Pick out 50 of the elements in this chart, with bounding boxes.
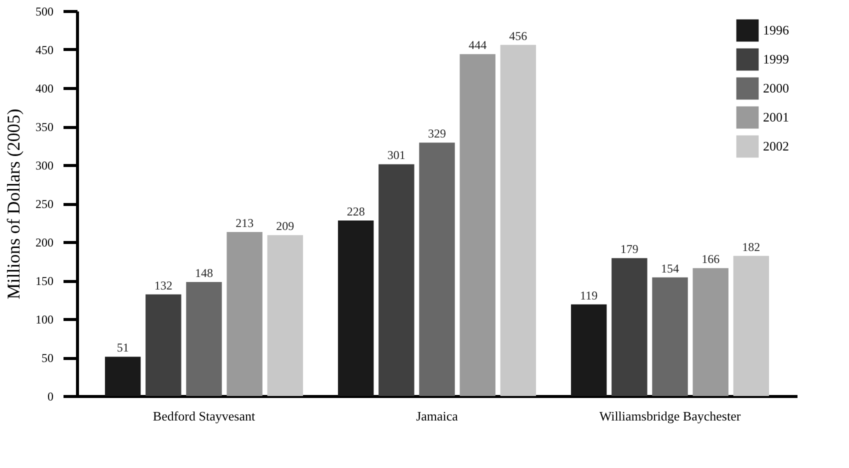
bar [186,282,222,396]
y-axis-title: Millions of Dollars (2005) [4,108,24,300]
legend-label: 2001 [763,110,789,124]
y-tick-label: 450 [36,43,54,57]
y-tick-label: 0 [48,390,54,404]
bar [733,256,770,396]
data-label: 444 [468,38,487,52]
data-label: 179 [620,242,638,256]
bar [267,235,304,396]
bar [338,220,374,396]
y-tick-label: 100 [36,312,54,326]
legend-label: 2002 [763,138,789,154]
data-label: 329 [428,126,446,141]
bar [378,164,414,396]
data-label: 209 [276,219,294,234]
legend-label: 2000 [763,80,789,96]
y-tick-label: 300 [36,158,54,172]
x-tick-label: Williamsbridge Baychester [599,408,742,424]
x-tick-label: Bedford Stayvesant [152,408,256,424]
bar [692,268,728,396]
bar [460,54,496,396]
y-tick-label: 400 [36,82,54,96]
y-tick-label: 50 [42,351,54,365]
legend-label: 1999 [763,52,789,66]
data-label: 119 [580,288,598,302]
x-tick-label: Jamaica [416,408,458,424]
bar [104,356,141,396]
data-label: 301 [387,148,406,162]
data-label: 166 [702,252,720,266]
data-label: 213 [236,216,254,230]
data-label: 154 [661,261,680,276]
data-label: 51 [116,340,129,355]
data-label: 132 [154,278,172,292]
data-label: 148 [194,266,213,280]
y-tick-label: 350 [36,120,54,134]
y-tick-label: 200 [36,236,54,250]
y-tick-label: 500 [36,4,54,18]
bar [500,44,536,396]
bar [570,304,607,396]
bar [146,294,182,396]
y-tick-label: 250 [36,197,54,211]
data-label: 456 [509,28,528,43]
data-label: 228 [346,204,365,218]
bar [419,142,455,396]
bar [612,258,648,396]
data-label: 182 [742,240,760,254]
bar [226,232,262,396]
bar [652,277,688,396]
legend-label: 1996 [763,22,790,38]
y-tick-label: 150 [36,274,54,288]
